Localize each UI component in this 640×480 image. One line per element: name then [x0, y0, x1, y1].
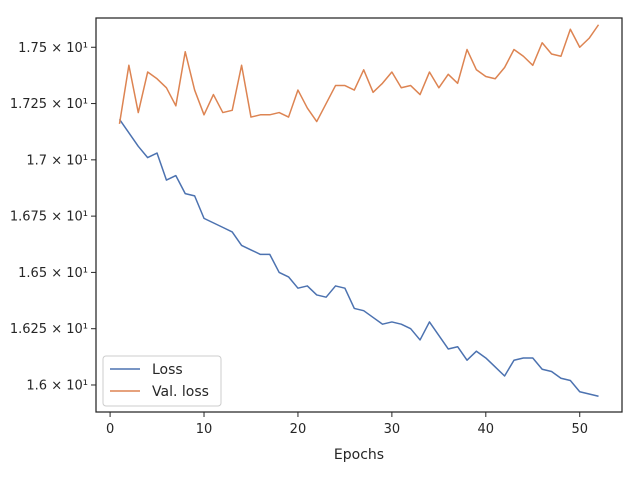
- series-line-val-loss: [118, 24, 600, 124]
- plot-frame: [95, 17, 623, 413]
- y-tick-label: 1.675 × 10¹: [10, 210, 88, 225]
- series-lines: [118, 24, 600, 397]
- y-axis: 1.6 × 10¹ 1.625 × 10¹ 1.65 × 10¹ 1.675 × 10…: [10, 41, 96, 393]
- x-tick-label: 30: [384, 422, 401, 437]
- y-tick-label: 1.625 × 10¹: [10, 322, 88, 337]
- legend-label-loss: Loss: [152, 362, 183, 378]
- legend: Loss Val. loss: [102, 355, 222, 407]
- x-tick-label: 20: [290, 422, 307, 437]
- y-tick-label: 1.7 × 10¹: [26, 153, 88, 168]
- y-tick-label: 1.6 × 10¹: [26, 378, 88, 393]
- series-line-loss: [118, 118, 599, 397]
- x-tick-label: 50: [571, 422, 588, 437]
- x-tick-label: 40: [478, 422, 495, 437]
- x-tick-label: 10: [196, 422, 213, 437]
- y-tick-label: 1.75 × 10¹: [18, 41, 88, 56]
- x-tick-label: 0: [106, 422, 114, 437]
- y-tick-label: 1.65 × 10¹: [18, 266, 88, 281]
- x-axis-title: Epochs: [334, 447, 384, 463]
- legend-label-val-loss: Val. loss: [152, 384, 209, 400]
- x-axis: 0 10 20 30 40 50: [106, 412, 588, 437]
- y-tick-label: 1.725 × 10¹: [10, 97, 88, 112]
